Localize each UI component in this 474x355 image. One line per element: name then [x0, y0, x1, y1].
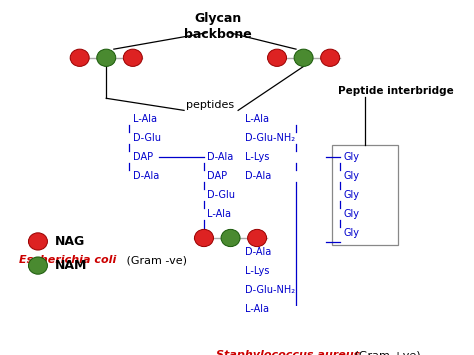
Text: DAP: DAP	[133, 152, 153, 162]
Text: (Gram +ve): (Gram +ve)	[351, 350, 420, 355]
Text: L-Lys: L-Lys	[245, 152, 269, 162]
Text: peptides: peptides	[186, 100, 234, 110]
Circle shape	[97, 49, 116, 66]
Text: DAP: DAP	[207, 171, 227, 181]
Text: Gly: Gly	[344, 152, 359, 162]
Circle shape	[340, 324, 359, 342]
Circle shape	[247, 229, 266, 247]
Text: D-Glu: D-Glu	[207, 190, 235, 200]
Circle shape	[294, 49, 313, 66]
Text: Gly: Gly	[344, 190, 359, 200]
Text: Gly: Gly	[344, 228, 359, 238]
Circle shape	[221, 229, 240, 247]
Text: D-Glu-NH₂: D-Glu-NH₂	[245, 133, 295, 143]
Text: D-Glu: D-Glu	[133, 133, 161, 143]
Text: NAM: NAM	[55, 259, 87, 272]
Text: D-Ala: D-Ala	[207, 152, 233, 162]
Bar	[332, 145, 399, 245]
Text: L-Ala: L-Ala	[207, 209, 231, 219]
Circle shape	[123, 49, 142, 66]
Text: Gly: Gly	[344, 171, 359, 181]
Circle shape	[28, 233, 47, 250]
Circle shape	[313, 324, 332, 342]
Text: L-Lys: L-Lys	[245, 266, 269, 276]
Text: D-Ala: D-Ala	[133, 171, 159, 181]
Text: Escherichia coli: Escherichia coli	[19, 255, 116, 266]
Text: L-Ala: L-Ala	[245, 114, 269, 124]
Circle shape	[286, 324, 305, 342]
Text: L-Ala: L-Ala	[133, 114, 157, 124]
Text: D-Glu-NH₂: D-Glu-NH₂	[245, 285, 295, 295]
Text: Staphylococcus aureus: Staphylococcus aureus	[216, 350, 361, 355]
Circle shape	[28, 257, 47, 274]
Circle shape	[267, 49, 286, 66]
Circle shape	[321, 49, 340, 66]
Text: (Gram -ve): (Gram -ve)	[123, 255, 187, 266]
Text: Glycan
backbone: Glycan backbone	[184, 12, 252, 41]
Text: D-Ala: D-Ala	[245, 247, 271, 257]
Text: L-Ala: L-Ala	[245, 304, 269, 314]
Circle shape	[70, 49, 89, 66]
Text: Gly: Gly	[344, 209, 359, 219]
Text: Peptide interbridge: Peptide interbridge	[338, 86, 454, 95]
Text: D-Ala: D-Ala	[245, 171, 271, 181]
Text: NAG: NAG	[55, 235, 85, 248]
Circle shape	[194, 229, 213, 247]
